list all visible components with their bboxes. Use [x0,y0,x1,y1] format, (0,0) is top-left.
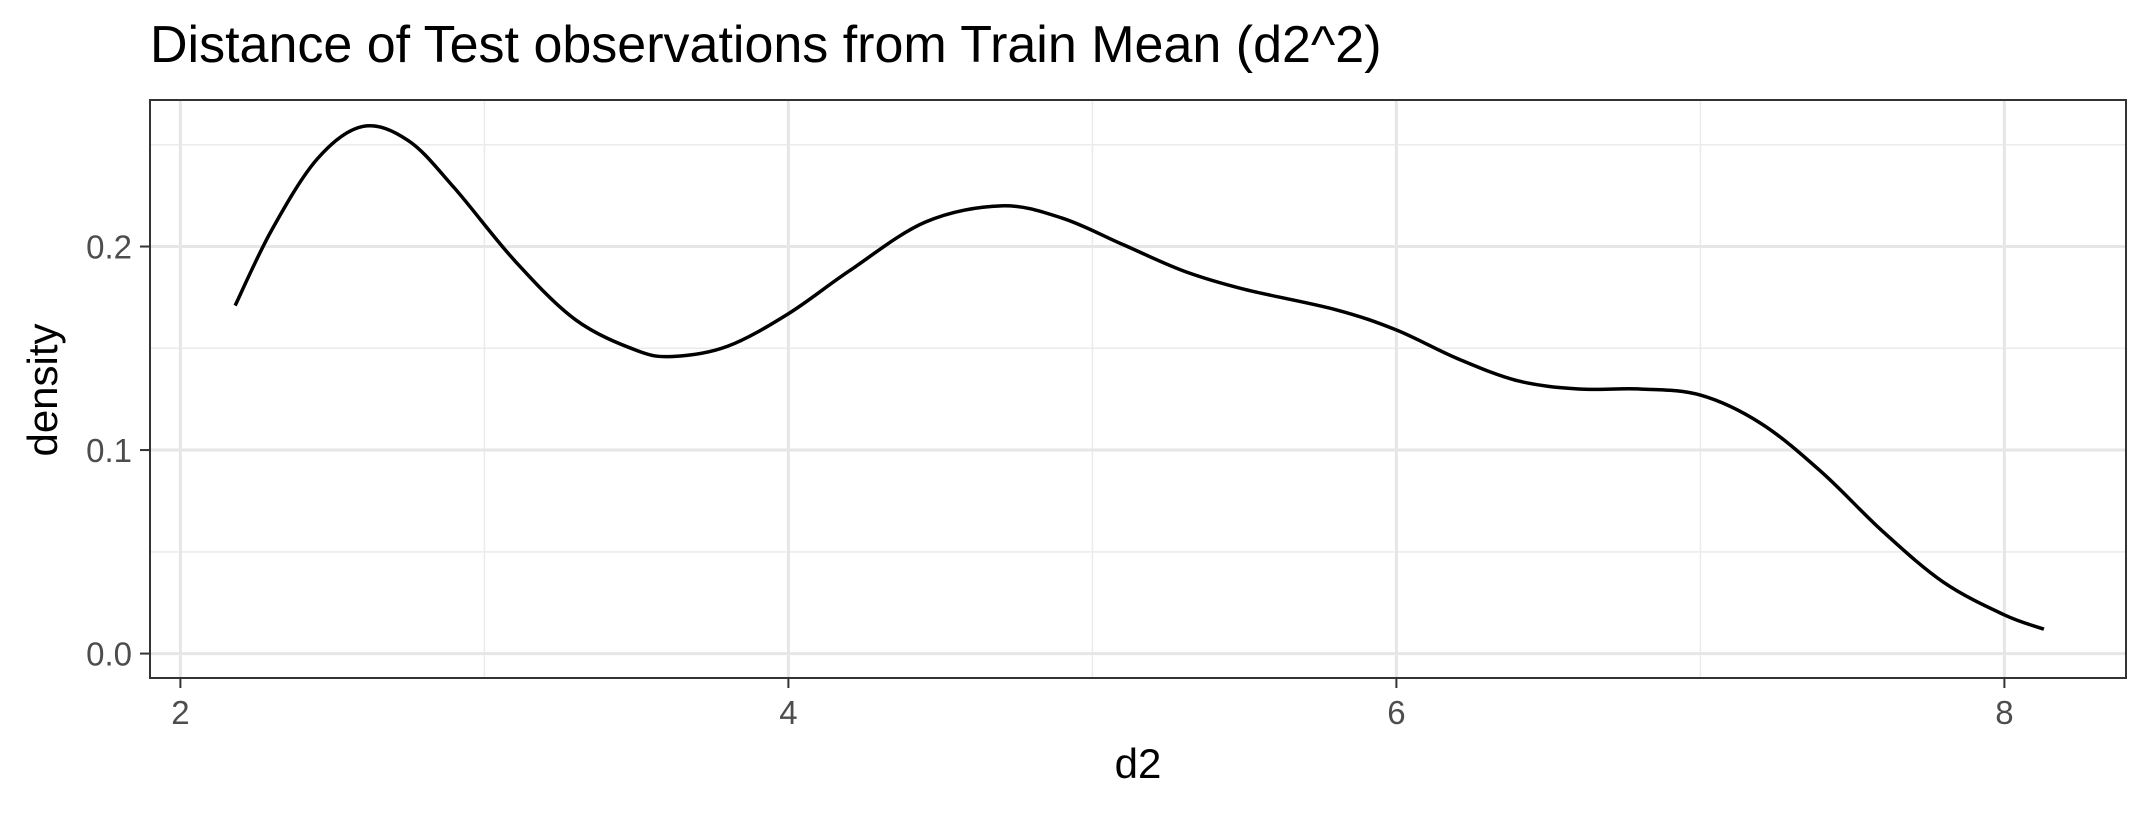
series-layer [233,124,2045,631]
x-axis-title: d2 [1115,740,1162,787]
chart-title: Distance of Test observations from Train… [150,16,1382,74]
x-tick-label: 8 [1995,694,2013,731]
y-tick-label: 0.2 [86,229,132,266]
axes: 2 4 6 8 0.0 0.1 0.2 [86,229,2013,731]
y-axis-title: density [19,323,66,456]
density-curve [233,124,2045,631]
plot-panel-border [149,99,2127,679]
x-tick-label: 4 [779,694,797,731]
x-tick-label: 2 [171,694,189,731]
x-tick-label: 6 [1387,694,1405,731]
y-tick-label: 0.0 [86,636,132,673]
y-tick-label: 0.1 [86,432,132,469]
